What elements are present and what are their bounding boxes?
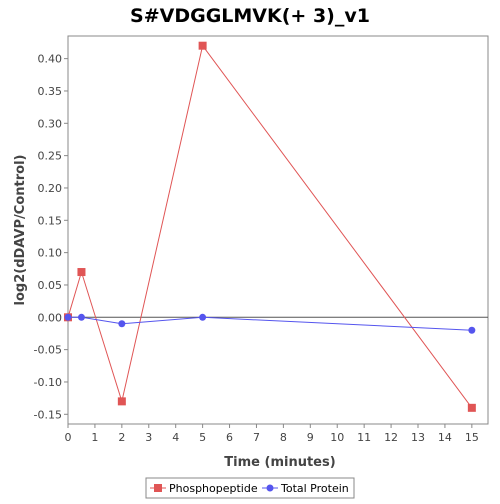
x-tick-label: 2 xyxy=(118,431,125,444)
y-tick-label: 0.40 xyxy=(38,53,63,66)
y-axis-label: log2(dDAVP/Control) xyxy=(13,155,28,306)
y-tick-label: 0.00 xyxy=(38,311,63,324)
data-point-phosphopeptide xyxy=(198,41,207,50)
data-point-phosphopeptide xyxy=(117,397,126,406)
series-group xyxy=(64,41,476,412)
chart-title: S#VDGGLMVK(+ 3)_v1 xyxy=(130,5,370,27)
data-point-total-protein xyxy=(77,313,85,321)
x-tick-label: 10 xyxy=(330,431,344,444)
y-tick-label: -0.15 xyxy=(34,408,62,421)
legend-marker-phosphopeptide xyxy=(154,484,162,492)
x-tick-label: 15 xyxy=(465,431,479,444)
legend-items: Phosphopeptide Total Protein xyxy=(150,482,349,495)
x-tick-label: 8 xyxy=(280,431,287,444)
y-axis: -0.15 -0.10 -0.05 0.00 0.05 0.10 0.15 0.20 0.25 0… xyxy=(34,53,68,421)
legend-label-total-protein: Total Protein xyxy=(280,482,349,495)
x-tick-label: 0 xyxy=(65,431,72,444)
x-tick-label: 6 xyxy=(226,431,233,444)
data-point-phosphopeptide xyxy=(467,403,476,412)
y-tick-label: 0.05 xyxy=(38,279,63,292)
y-tick-label: 0.30 xyxy=(38,117,63,130)
y-tick-label: 0.25 xyxy=(38,150,63,163)
y-tick-label: 0.15 xyxy=(38,214,63,227)
x-tick-label: 4 xyxy=(172,431,179,444)
legend-marker-total-protein xyxy=(266,484,274,492)
plot-area xyxy=(67,35,489,425)
x-tick-label: 12 xyxy=(384,431,398,444)
x-tick-label: 5 xyxy=(199,431,206,444)
y-tick-label: -0.10 xyxy=(34,376,62,389)
x-tick-label: 13 xyxy=(411,431,425,444)
x-tick-label: 11 xyxy=(357,431,371,444)
data-point-total-protein xyxy=(118,320,126,328)
x-axis: 0 1 2 3 4 5 6 7 8 9 10 11 12 13 14 15 xyxy=(65,424,479,444)
x-tick-label: 1 xyxy=(91,431,98,444)
legend: Phosphopeptide Total Protein xyxy=(145,477,355,499)
y-tick-label: 0.10 xyxy=(38,247,63,260)
data-point-total-protein xyxy=(468,326,476,334)
x-tick-label: 14 xyxy=(438,431,452,444)
legend-box xyxy=(145,477,355,499)
x-tick-label: 3 xyxy=(145,431,152,444)
y-tick-label: -0.05 xyxy=(34,344,62,357)
data-point-total-protein xyxy=(199,313,207,321)
x-axis-label: Time (minutes) xyxy=(224,455,335,470)
legend-label-phosphopeptide: Phosphopeptide xyxy=(169,482,258,495)
data-point-phosphopeptide xyxy=(77,268,86,277)
y-tick-label: 0.35 xyxy=(38,85,63,98)
x-tick-label: 7 xyxy=(253,431,260,444)
y-tick-label: 0.20 xyxy=(38,182,63,195)
data-point-total-protein xyxy=(64,313,72,321)
x-tick-label: 9 xyxy=(307,431,314,444)
